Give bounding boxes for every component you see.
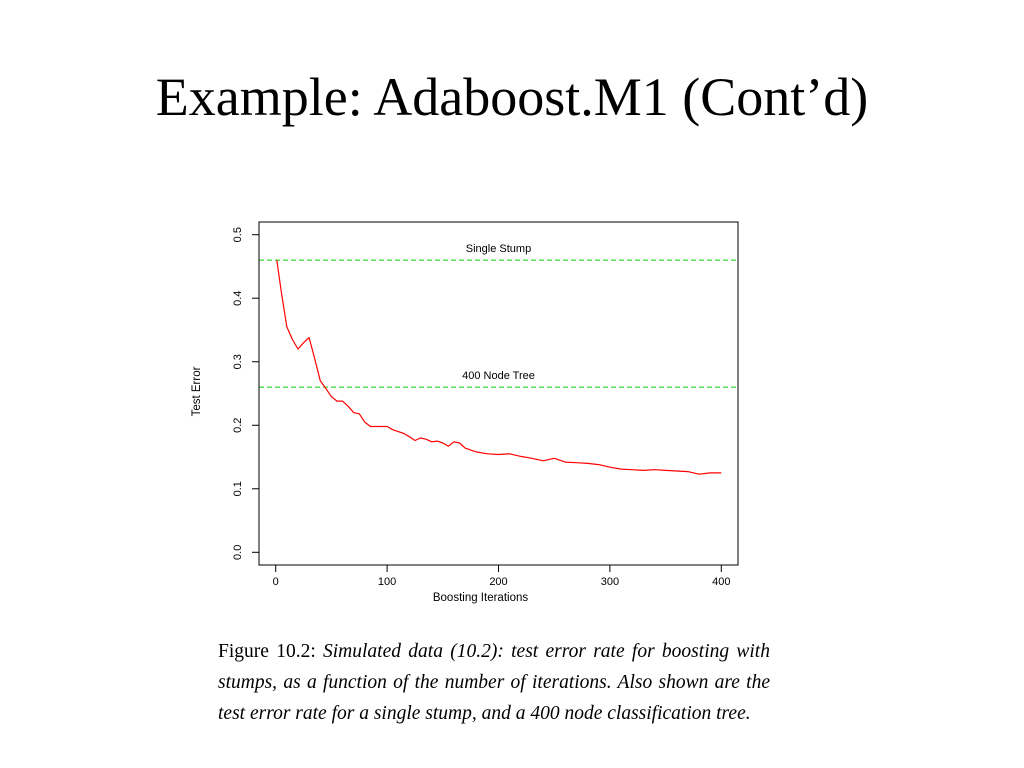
figure-caption: Figure 10.2: Simulated data (10.2): test… — [218, 636, 770, 729]
x-axis-label: Boosting Iterations — [433, 592, 529, 604]
series-layer — [276, 260, 722, 475]
y-tick-label: 0.5 — [232, 227, 244, 242]
y-tick-label: 0.0 — [232, 545, 244, 560]
x-tick-label: 300 — [601, 576, 619, 588]
x-tick-label: 0 — [273, 576, 279, 588]
reference-line-label: Single Stump — [466, 243, 531, 255]
y-tick-label: 0.3 — [232, 354, 244, 369]
x-tick-label: 400 — [712, 576, 730, 588]
plot-frame — [258, 221, 739, 566]
y-tick-label: 0.2 — [232, 418, 244, 433]
x-tick-label: 200 — [489, 576, 507, 588]
caption-label: Figure 10.2: — [218, 641, 316, 662]
axes-layer: 0 100 200 300 400 0.0 0.1 0.2 0.3 0.4 0.5 — [232, 221, 739, 588]
x-tick-label: 100 — [378, 576, 396, 588]
reference-line-label: 400 Node Tree — [462, 370, 535, 382]
y-axis-label: Test Error — [191, 366, 203, 416]
reference-lines: Single Stump 400 Node Tree — [259, 243, 738, 388]
y-tick-label: 0.1 — [232, 481, 244, 496]
caption-text: Simulated data (10.2): test error rate f… — [218, 641, 770, 724]
test-error-line — [276, 260, 722, 475]
y-tick-label: 0.4 — [232, 291, 244, 306]
slide-title: Example: Adaboost.M1 (Cont’d) — [155, 67, 869, 127]
